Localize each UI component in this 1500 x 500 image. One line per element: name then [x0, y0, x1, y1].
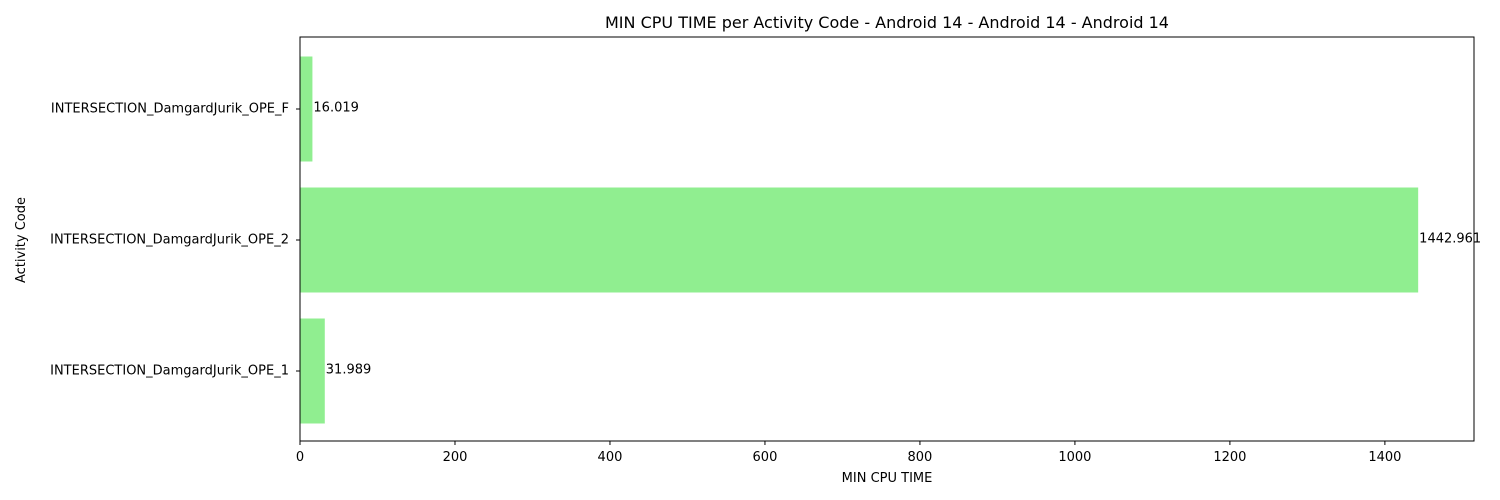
bars-layer: [300, 56, 1419, 424]
x-tick-label: 400: [598, 450, 623, 465]
bar: [300, 187, 1419, 293]
x-tick-label: 800: [908, 450, 933, 465]
data-label: 16.019: [313, 101, 359, 116]
y-tick-label: INTERSECTION_DamgardJurik_OPE_2: [50, 233, 289, 248]
data-label: 31.989: [326, 363, 372, 378]
y-axis-title: Activity Code: [14, 197, 29, 283]
bar: [300, 318, 325, 424]
x-tick-label: 200: [443, 450, 468, 465]
chart-title: MIN CPU TIME per Activity Code - Android…: [605, 13, 1169, 32]
bar: [300, 56, 313, 162]
x-tick-label: 0: [296, 450, 304, 465]
y-tick-label: INTERSECTION_DamgardJurik_OPE_F: [51, 102, 289, 117]
data-label: 1442.961: [1419, 232, 1481, 247]
x-tick-label: 1000: [1058, 450, 1091, 465]
x-tick-label: 600: [753, 450, 778, 465]
y-axis: INTERSECTION_DamgardJurik_OPE_F INTERSECT…: [50, 102, 300, 379]
x-tick-label: 1400: [1368, 450, 1401, 465]
y-tick-label: INTERSECTION_DamgardJurik_OPE_1: [50, 364, 289, 379]
x-axis-title: MIN CPU TIME: [842, 471, 933, 486]
x-tick-label: 1200: [1213, 450, 1246, 465]
data-labels: 16.019 1442.961 31.989: [313, 101, 1481, 378]
plot-frame: [299, 36, 1475, 442]
x-axis: 0 200 400 600 800 1000 1200 1400: [296, 441, 1401, 465]
